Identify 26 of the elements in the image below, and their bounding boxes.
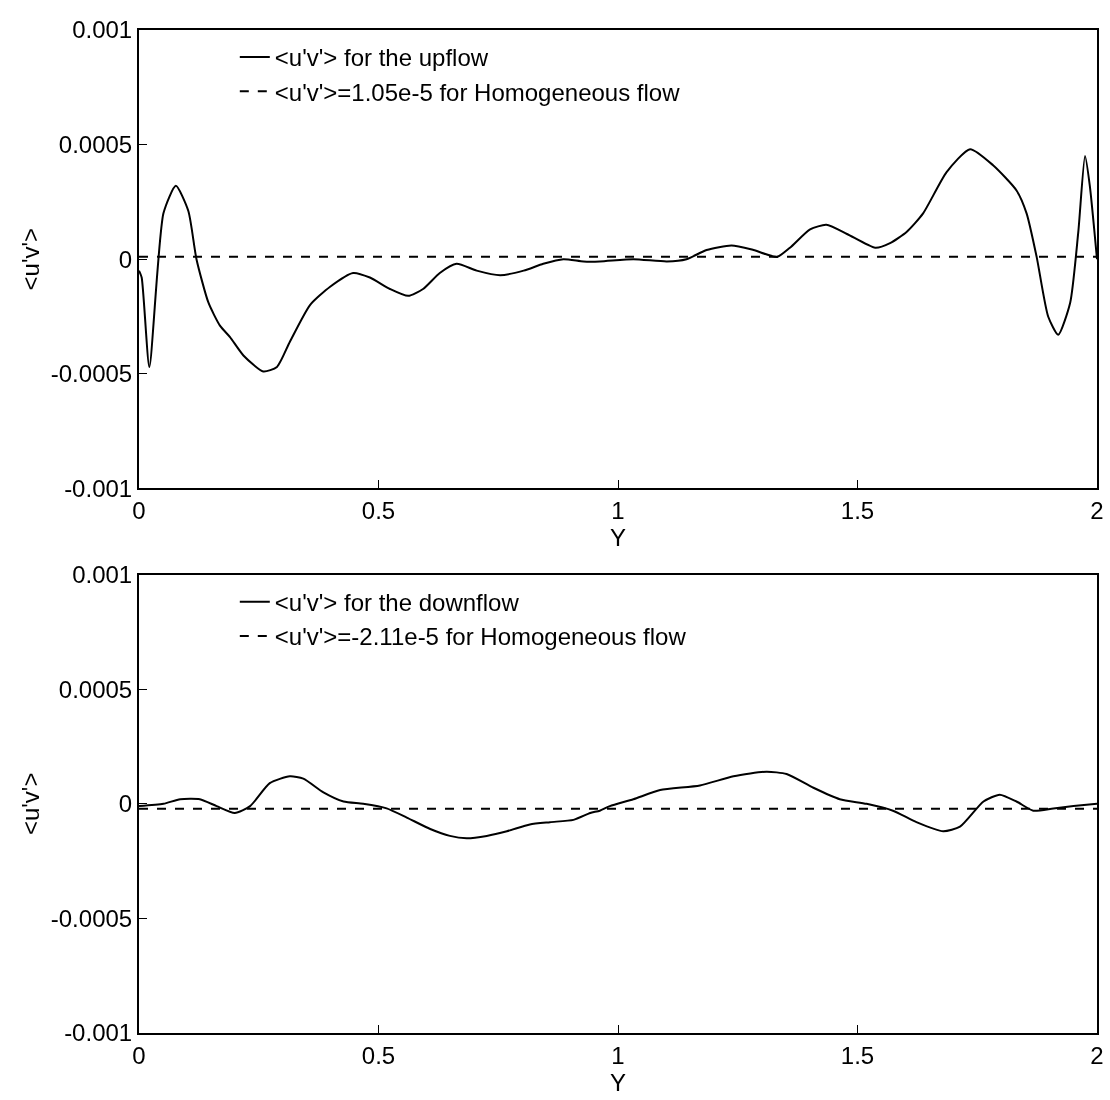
x-axis-title: Y <box>609 1068 627 1096</box>
y-tick-label: -0.0005 <box>50 360 133 388</box>
x-axis-title: Y <box>609 524 627 552</box>
x-tick-label: 1.5 <box>840 1041 875 1069</box>
x-tick-label: 1 <box>611 1041 625 1069</box>
x-tick-label: 1 <box>611 497 625 525</box>
y-tick-label: 0 <box>118 790 133 818</box>
y-tick-label: 0.0005 <box>58 130 133 158</box>
x-tick-label: 1.5 <box>840 497 875 525</box>
x-tick-label: 0.5 <box>361 1041 396 1069</box>
x-tick-label: 2 <box>1090 497 1104 525</box>
legend-label: <u'v'>=-2.11e-5 for Homogeneous flow <box>274 623 687 651</box>
legend-label: <u'v'> for the downflow <box>274 589 520 617</box>
y-tick-label: -0.0005 <box>50 904 133 932</box>
y-tick-label: -0.001 <box>64 1019 133 1047</box>
y-axis-title: <u'v'> <box>17 227 45 291</box>
x-tick-label: 0.5 <box>361 497 396 525</box>
y-tick-label: 0.001 <box>72 561 133 589</box>
legend-label: <u'v'>=1.05e-5 for Homogeneous flow <box>274 78 681 106</box>
y-tick-label: -0.001 <box>64 474 133 502</box>
y-axis-title: <u'v'> <box>17 772 45 836</box>
y-tick-label: 0 <box>118 245 133 273</box>
y-tick-label: 0.0005 <box>58 675 133 703</box>
x-tick-label: 2 <box>1090 1041 1104 1069</box>
legend-label: <u'v'> for the upflow <box>274 44 489 72</box>
y-tick-label: 0.001 <box>72 16 133 44</box>
